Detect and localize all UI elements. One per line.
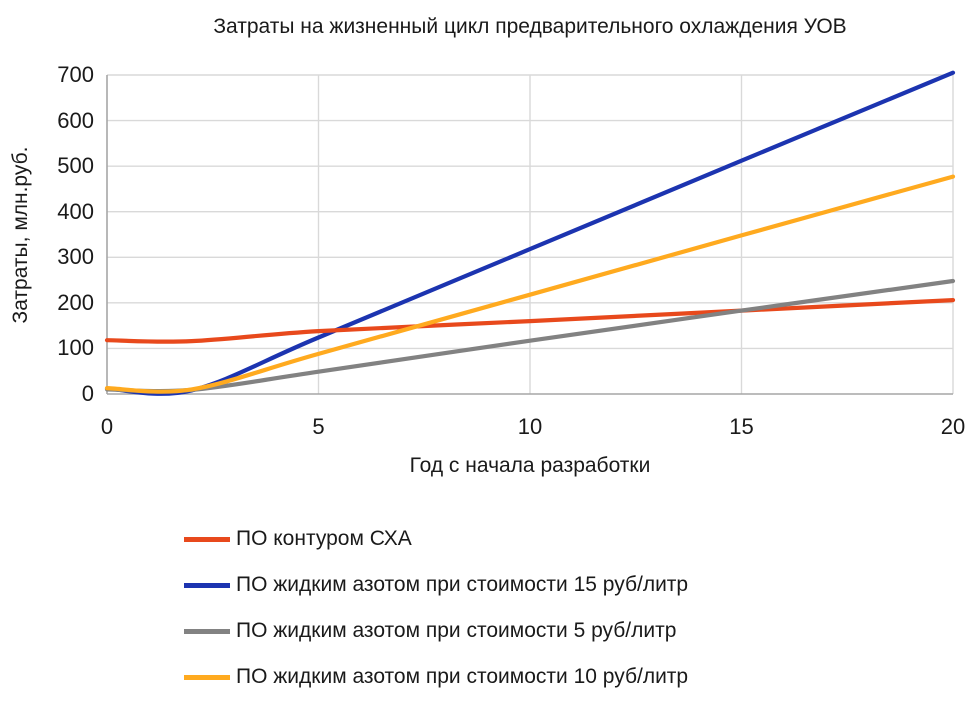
legend-item: ПО жидким азотом при стоимости 15 руб/ли… xyxy=(184,562,688,608)
legend-item: ПО контуром СХА xyxy=(184,516,688,562)
series-line-0 xyxy=(104,298,956,344)
y-tick-label: 500 xyxy=(57,153,94,179)
y-tick-label: 0 xyxy=(81,381,94,406)
legend-swatch-line xyxy=(184,582,230,588)
y-tick-label: 200 xyxy=(57,289,94,315)
legend-label: ПО жидким азотом при стоимости 15 руб/ли… xyxy=(236,573,689,596)
legend-swatch-line xyxy=(184,536,230,542)
x-axis-title: Год с начала разработки xyxy=(409,454,651,477)
y-tick-label: 700 xyxy=(57,62,94,87)
legend-swatch-line xyxy=(184,628,230,634)
legend-swatch-line xyxy=(184,674,230,680)
legend: ПО контуром СХА ПО жидким азотом при стои… xyxy=(184,516,688,700)
legend-item: ПО жидким азотом при стоимости 5 руб/лит… xyxy=(184,608,688,654)
legend-label: ПО жидким азотом при стоимости 5 руб/лит… xyxy=(236,619,677,642)
chart-title: Затраты на жизненный цикл предварительно… xyxy=(213,15,847,38)
legend-label: ПО жидким азотом при стоимости 10 руб/ли… xyxy=(236,665,689,688)
x-tick-label: 15 xyxy=(729,414,754,439)
x-tick-label: 10 xyxy=(517,414,543,439)
plot-area xyxy=(104,70,956,396)
y-tick-label: 100 xyxy=(57,335,94,361)
x-tick-label: 20 xyxy=(940,414,966,439)
x-tick-label: 0 xyxy=(100,414,114,439)
y-tick-label: 600 xyxy=(57,107,94,133)
y-tick-label: 300 xyxy=(57,244,94,270)
series-line-3 xyxy=(104,174,956,394)
legend-item: ПО жидким азотом при стоимости 10 руб/ли… xyxy=(184,654,688,700)
legend-label: ПО контуром СХА xyxy=(236,527,412,550)
y-tick-label: 400 xyxy=(57,198,94,224)
x-tick-label: 5 xyxy=(312,414,325,439)
